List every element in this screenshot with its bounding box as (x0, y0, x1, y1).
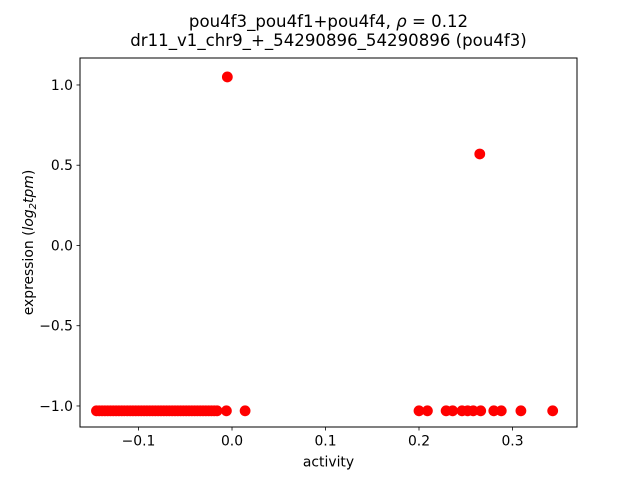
y-label-tpm: tpm (21, 175, 37, 203)
data-point (488, 405, 500, 417)
data-point (447, 405, 459, 417)
x-axis-label: activity (303, 455, 354, 471)
y-tick-label: 0.0 (51, 238, 73, 254)
data-point (474, 148, 486, 160)
data-point (211, 405, 223, 417)
y-tick-label: −1.0 (39, 399, 73, 415)
y-tick-label: −0.5 (39, 319, 73, 335)
data-point (475, 405, 487, 417)
chart-title: pou4f3_pou4f1+pou4f4, ρ = 0.12 dr11_v1_c… (80, 12, 577, 50)
x-tick-label: −0.1 (122, 434, 156, 450)
x-tick-label: 0.3 (501, 434, 523, 450)
title-suffix: = 0.12 (406, 12, 469, 31)
x-tick-label: 0.1 (314, 434, 336, 450)
chart-title-line1: pou4f3_pou4f1+pou4f4, ρ = 0.12 (80, 12, 577, 31)
rho-symbol: ρ (396, 12, 407, 31)
scatter-points (91, 71, 559, 417)
data-point (495, 405, 507, 417)
data-point (547, 405, 559, 417)
x-tick-label: 0.0 (221, 434, 243, 450)
data-point (239, 405, 251, 417)
data-point (221, 405, 232, 417)
data-point (515, 405, 527, 417)
y-tick-label: 0.5 (51, 158, 73, 174)
y-label-log: log (21, 209, 37, 230)
y-label-subscript: 2 (28, 203, 39, 209)
y-label-prefix: expression ( (21, 231, 37, 316)
data-point (467, 405, 479, 417)
y-label-suffix: ) (21, 170, 37, 175)
data-point (221, 71, 233, 83)
plot-area-frame (79, 57, 578, 428)
y-axis-label: expression (log2tpm) (21, 170, 39, 316)
x-axis-ticks: −0.1 0.0 0.1 0.2 0.3 (122, 427, 524, 450)
y-tick-label: 1.0 (51, 78, 73, 94)
y-axis-ticks: 1.0 0.5 0.0 −0.5 −1.0 (39, 78, 80, 415)
chart-title-line2: dr11_v1_chr9_+_54290896_54290896 (pou4f3… (130, 31, 527, 50)
title-prefix: pou4f3_pou4f1+pou4f4, (188, 12, 397, 31)
data-point (413, 405, 425, 417)
x-tick-label: 0.2 (408, 434, 430, 450)
data-point (422, 405, 433, 417)
